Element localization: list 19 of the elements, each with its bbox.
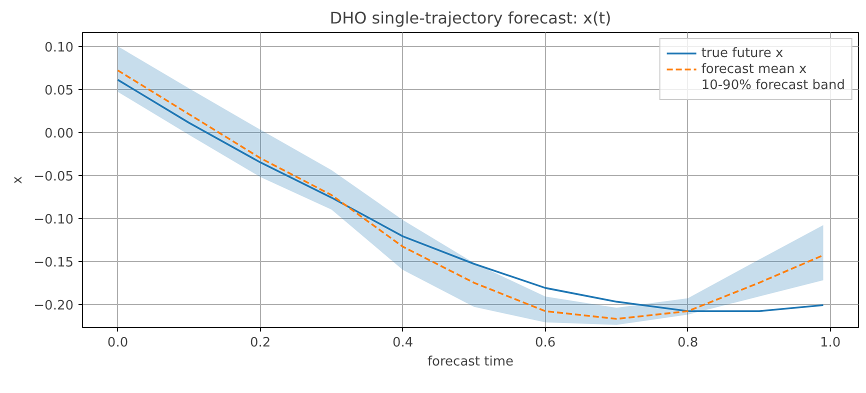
legend-label: true future x [701, 45, 784, 61]
y-tick-label: −0.15 [34, 255, 74, 270]
y-axis-title: x [10, 176, 26, 184]
x-tick-label: 1.0 [820, 336, 841, 350]
y-tick-label: 0.00 [44, 126, 74, 142]
legend-label: forecast mean x [701, 61, 807, 77]
x-tick-label: 0.4 [392, 336, 414, 350]
y-tick-label: −0.05 [34, 169, 74, 184]
x-tick-label: 0.8 [678, 336, 698, 350]
annotation: 10-90% forecast band [701, 77, 845, 93]
y-tick-label: 0.10 [44, 40, 74, 56]
x-tick-label: 0.0 [107, 336, 128, 350]
y-tick-label: 0.05 [44, 83, 74, 98]
y-tick-label: −0.10 [34, 212, 74, 228]
chart-title: DHO single-trajectory forecast: x(t) [330, 8, 612, 28]
x-tick-label: 0.6 [534, 336, 556, 350]
x-tick-label: 0.2 [250, 336, 271, 350]
y-tick-label: −0.20 [34, 298, 74, 314]
x-axis-title: forecast time [427, 354, 514, 370]
